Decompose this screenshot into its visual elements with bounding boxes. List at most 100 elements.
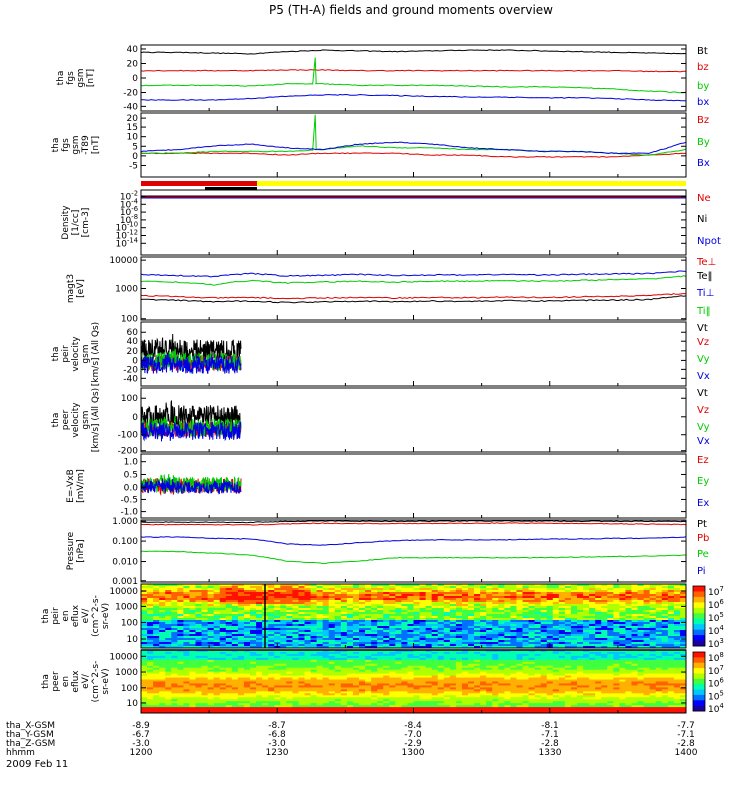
heatmap-cell [250,592,257,595]
heatmap-cell [492,663,499,667]
heatmap-cell [401,636,408,639]
heatmap-cell [346,671,354,675]
heatmap-cell [268,683,275,686]
heatmap-cell [298,604,305,607]
heatmap-cell [601,640,608,643]
heatmap-cell [359,659,366,663]
heatmap-cell [583,592,590,595]
heatmap-cell [365,634,372,637]
heatmap-cell [225,630,233,633]
heatmap-cell [322,620,330,623]
heatmap-cell [231,586,239,589]
heatmap-cell [250,636,257,639]
heatmap-cell [583,628,590,631]
heatmap-cell [667,602,675,605]
heatmap-cell [359,614,366,617]
heatmap-cell [589,679,596,682]
heatmap-cell [316,634,324,637]
heatmap-cell [516,665,523,669]
heatmap-cell [165,687,172,690]
heatmap-cell [298,622,305,625]
heatmap-cell [613,640,620,643]
heatmap-cell [480,612,487,615]
heatmap-cell [679,614,687,617]
y-axis-label: gsm [81,410,91,429]
heatmap-cell [256,683,263,686]
heatmap-cell [583,679,590,682]
heatmap-cell [643,646,651,649]
heatmap-cell [546,604,554,607]
heatmap-cell [492,616,499,619]
heatmap-cell [655,610,663,613]
heatmap-cell [183,600,190,603]
heatmap-cell [340,685,348,688]
heatmap-cell [564,630,572,633]
heatmap-cell [455,584,463,587]
heatmap-cell [455,673,463,676]
heatmap-cell [449,679,457,682]
heatmap-cell [486,640,493,643]
heatmap-cell [207,650,215,653]
heatmap-cell [159,622,166,625]
heatmap-cell [583,606,590,609]
heatmap-cell [667,626,675,629]
heatmap-cell [655,642,663,645]
heatmap-cell [153,659,160,663]
heatmap-cell [171,594,178,597]
heatmap-cell [570,616,578,619]
heatmap-cell [601,642,608,645]
heatmap-cell [613,659,620,663]
heatmap-cell [383,644,390,647]
heatmap-cell [492,594,499,597]
heatmap-cell [304,594,311,597]
heatmap-cell [449,602,457,605]
heatmap-cell [262,669,269,673]
series-group [141,114,686,158]
heatmap-cell [546,616,554,619]
heatmap-cell [564,636,572,639]
heatmap-cell [619,669,626,673]
heatmap-cell [159,632,166,635]
heatmap-cell [298,630,305,633]
heatmap-cell [165,677,172,680]
heatmap-cell [516,683,523,686]
heatmap-cell [601,655,608,659]
y-tick-label: 10000 [109,256,138,266]
heatmap-cell [649,679,657,682]
heatmap-cell [328,669,336,673]
heatmap-cell [480,673,487,676]
heatmap-cell [613,630,620,633]
heatmap-cell [516,604,523,607]
heatmap-cell [268,661,275,665]
heatmap-cell [165,673,172,676]
heatmap-cell [655,659,663,663]
heatmap-cell [213,630,221,633]
heatmap-cell [534,608,542,611]
heatmap-cell [171,671,178,675]
heatmap-cell [147,675,154,678]
heatmap-cell [213,644,221,647]
heatmap-cell [437,642,445,645]
heatmap-cell [407,610,414,613]
y-axis-label: Pressure [66,531,76,570]
heatmap-cell [474,624,481,627]
heatmap-cell [177,586,184,589]
heatmap-cell [504,594,511,597]
heatmap-cell [601,669,608,673]
heatmap-cell [401,610,408,613]
heatmap-cell [274,677,281,680]
heatmap-cell [425,673,433,676]
heatmap-cell [153,669,160,673]
heatmap-cell [419,677,427,680]
heatmap-cell [449,683,457,686]
heatmap-cell [643,651,651,655]
heatmap-cell [667,650,675,653]
heatmap-cell [577,667,584,671]
heatmap-cell [352,642,360,645]
heatmap-cell [661,592,669,595]
heatmap-cell [528,586,536,589]
heatmap-cell [498,642,505,645]
heatmap-cell [147,612,154,615]
heatmap-cell [492,626,499,629]
heatmap-cell [383,612,390,615]
